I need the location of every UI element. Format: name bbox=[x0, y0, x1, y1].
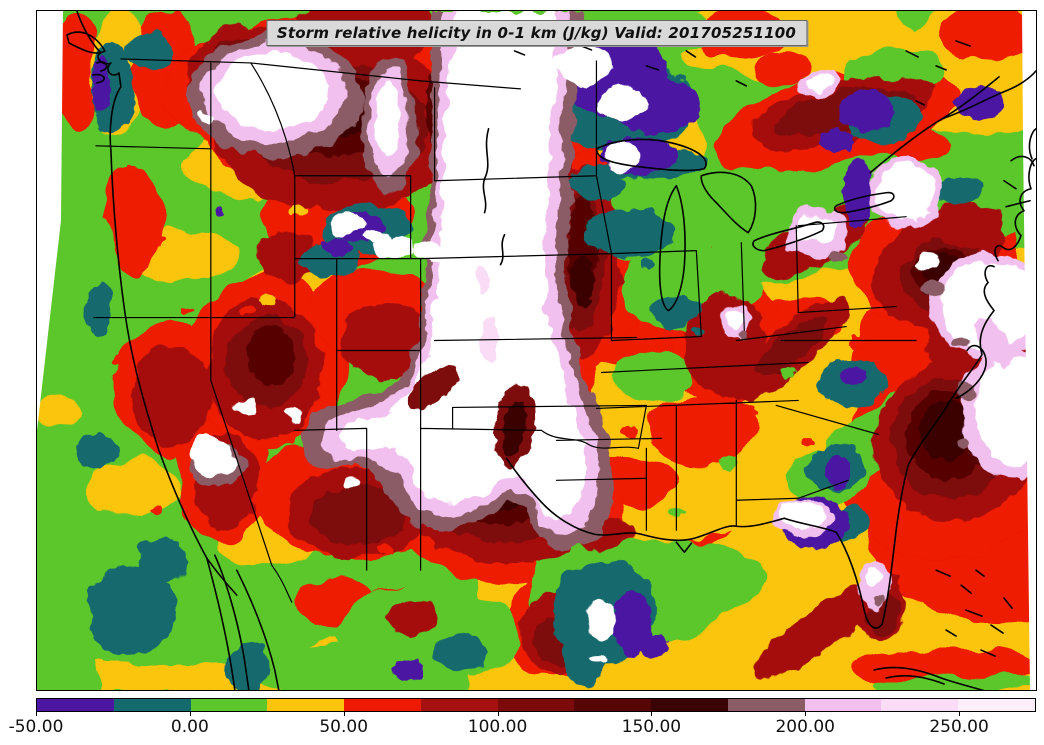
colorbar-tick bbox=[805, 712, 807, 716]
band-intrusions bbox=[408, 365, 536, 468]
colorbar-segment bbox=[651, 699, 728, 711]
domain-edges bbox=[37, 11, 1036, 690]
colorbar-tick-label: 150.00 bbox=[621, 717, 682, 737]
colorbar-segment bbox=[190, 699, 268, 711]
state-borders bbox=[93, 58, 917, 603]
colorbar-segment bbox=[267, 699, 345, 711]
colorbar-tick-label: 200.00 bbox=[775, 717, 835, 737]
colorbar-segment bbox=[881, 699, 959, 711]
colorbar-segment bbox=[804, 699, 882, 711]
colorbar-segment bbox=[420, 699, 498, 711]
colorbar-segment bbox=[344, 699, 421, 711]
weather-map bbox=[37, 11, 1036, 690]
colorbar-tick-label: -50.00 bbox=[8, 717, 64, 737]
weather-map-frame: Storm relative helicity in 0-1 km (J/kg)… bbox=[36, 10, 1037, 691]
colorbar-tick bbox=[959, 712, 961, 716]
colorbar bbox=[36, 698, 1036, 712]
colorbar-segment bbox=[958, 699, 1035, 711]
colorbar-tick bbox=[189, 712, 191, 716]
coastlines bbox=[66, 11, 1036, 690]
colorbar-tick-label: 0.00 bbox=[170, 717, 209, 737]
colorbar-tick-label: 250.00 bbox=[929, 717, 989, 737]
colorbar-axis: -50.00 0.00 50.00 100.00 150.00 200.00 250.00 bbox=[9, 712, 1036, 742]
colorbar-tick bbox=[497, 712, 499, 716]
colorbar-segment bbox=[113, 699, 191, 711]
colorbar-tick-label: 100.00 bbox=[467, 717, 528, 737]
colorbar-tick bbox=[36, 712, 37, 716]
colorbar-tick-label: 50.00 bbox=[319, 717, 369, 737]
map-title-box: Storm relative helicity in 0-1 km (J/kg)… bbox=[265, 20, 808, 46]
white-maxima bbox=[186, 33, 1036, 665]
colorbar-tick bbox=[651, 712, 653, 716]
colorbar-segment bbox=[497, 699, 575, 711]
colorbar-tick bbox=[343, 712, 345, 716]
colorbar-segment bbox=[37, 699, 114, 711]
map-title: Storm relative helicity in 0-1 km (J/kg)… bbox=[276, 24, 797, 42]
colorbar-segment bbox=[574, 699, 652, 711]
colorbar-segment bbox=[727, 699, 805, 711]
